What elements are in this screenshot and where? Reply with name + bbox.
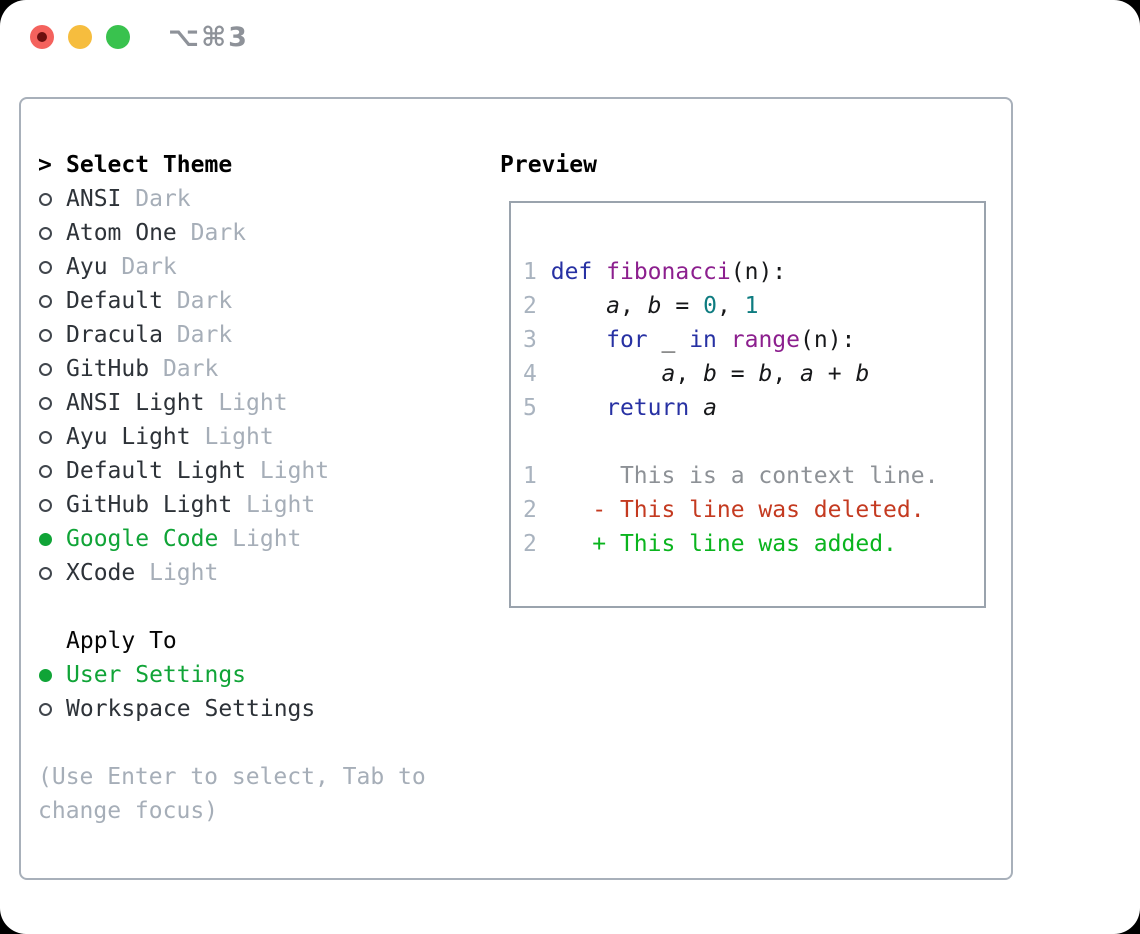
line-number: 5 xyxy=(523,395,537,421)
radio-icon xyxy=(38,226,66,240)
theme-option[interactable]: GitHub Dark xyxy=(38,352,426,386)
theme-list: ANSI Dark Atom One Dark Ayu Dark Default Da… xyxy=(38,182,426,590)
window-title: ⌥⌘3 xyxy=(168,22,249,53)
item-label: Ayu xyxy=(66,254,122,280)
apply-to-option[interactable]: User Settings xyxy=(38,658,426,692)
item-label: Dracula xyxy=(66,322,177,348)
code-preview: 1 def fibonacci (n): 2 a, b = 0, 1 3 for _ … xyxy=(523,255,984,425)
item-label: GitHub Light xyxy=(66,492,247,518)
radio-icon xyxy=(38,464,66,478)
variant-tag: Light xyxy=(149,560,219,586)
variant-tag: Dark xyxy=(176,322,233,348)
item-label: Default Light xyxy=(66,458,260,484)
line-number: 2 xyxy=(523,531,537,557)
apply-to-title: Apply To xyxy=(66,628,177,654)
select-theme-title: Select Theme xyxy=(66,152,233,178)
variant-tag: Dark xyxy=(190,220,247,246)
spacer xyxy=(38,726,426,760)
theme-option[interactable]: Ayu Light Light xyxy=(38,420,426,454)
keyboard-hint: (Use Enter to select, Tab to change focus… xyxy=(38,760,426,828)
theme-list-pane: > Select Theme ANSI Dark Atom One Dark Ayu … xyxy=(38,148,426,828)
code-line: 2 a, b = 0, 1 xyxy=(523,293,759,319)
theme-option[interactable]: Google Code Light xyxy=(38,522,426,556)
variant-tag: Light xyxy=(246,492,316,518)
item-label: GitHub xyxy=(66,356,163,382)
radio-icon xyxy=(38,192,66,206)
variant-tag: Dark xyxy=(176,288,233,314)
close-window-button[interactable] xyxy=(30,25,54,49)
item-label: User Settings xyxy=(66,662,247,688)
radio-icon xyxy=(38,294,66,308)
variant-tag: Dark xyxy=(162,356,219,382)
diff-text: This is a context line. xyxy=(536,463,939,489)
selected-radio-icon xyxy=(38,668,66,682)
item-label: ANSI xyxy=(66,186,136,212)
prompt-icon: > xyxy=(38,152,52,178)
line-number: 1 xyxy=(523,259,537,285)
item-label: Atom One xyxy=(66,220,191,246)
radio-icon xyxy=(38,498,66,512)
diff-text: + This line was added. xyxy=(536,531,897,557)
line-number: 2 xyxy=(523,497,537,523)
diff-line-context: 1 This is a context line. xyxy=(523,459,984,493)
theme-option[interactable]: Dracula Dark xyxy=(38,318,426,352)
hint-line: (Use Enter to select, Tab to xyxy=(38,764,426,790)
variant-tag: Light xyxy=(232,526,302,552)
line-number: 1 xyxy=(523,463,537,489)
variant-tag: Dark xyxy=(135,186,191,212)
diff-line-deleted: 2 - This line was deleted. xyxy=(523,493,984,527)
code-line: 3 for _ in range (n): xyxy=(523,327,856,353)
spacer xyxy=(523,425,984,459)
radio-icon xyxy=(38,328,66,342)
variant-tag: Light xyxy=(259,458,330,484)
radio-icon xyxy=(38,566,66,580)
diff-line-added: 2 + This line was added. xyxy=(523,527,984,561)
apply-to-header: Apply To xyxy=(38,624,426,658)
theme-option[interactable]: ANSI Light Light xyxy=(38,386,426,420)
theme-option[interactable]: Ayu Dark xyxy=(38,250,426,284)
item-label: Default xyxy=(66,288,177,314)
theme-picker-panel: > Select Theme ANSI Dark Atom One Dark Ayu … xyxy=(19,97,1013,880)
radio-icon xyxy=(38,362,66,376)
code-line: 4 a, b = b, a + b xyxy=(523,361,870,387)
radio-icon xyxy=(38,430,66,444)
line-number: 2 xyxy=(523,293,537,319)
item-label: Google Code xyxy=(66,526,233,552)
theme-option[interactable]: XCode Light xyxy=(38,556,426,590)
radio-icon xyxy=(38,702,66,716)
radio-icon xyxy=(38,396,66,410)
preview-title: Preview xyxy=(500,152,597,178)
code-line: 5 return a xyxy=(523,395,717,421)
selected-radio-icon xyxy=(38,532,66,546)
line-number: 4 xyxy=(523,361,537,387)
radio-icon xyxy=(38,260,66,274)
variant-tag: Light xyxy=(218,390,288,416)
hint-line: change focus) xyxy=(38,798,219,824)
variant-tag: Dark xyxy=(121,254,177,280)
minimize-window-button[interactable] xyxy=(68,25,92,49)
code-line: 1 def fibonacci (n): xyxy=(523,259,787,285)
item-label: XCode xyxy=(66,560,150,586)
item-label: Ayu Light xyxy=(66,424,205,450)
spacer xyxy=(38,590,426,624)
preview-box: 1 def fibonacci (n): 2 a, b = 0, 1 3 for _ … xyxy=(509,201,986,608)
item-label: Workspace Settings xyxy=(66,696,316,722)
item-label: ANSI Light xyxy=(66,390,219,416)
theme-option[interactable]: Default Dark xyxy=(38,284,426,318)
maximize-window-button[interactable] xyxy=(106,25,130,49)
titlebar xyxy=(30,25,130,49)
theme-option[interactable]: ANSI Dark xyxy=(38,182,426,216)
theme-option[interactable]: GitHub Light Light xyxy=(38,488,426,522)
theme-option[interactable]: Atom One Dark xyxy=(38,216,426,250)
apply-to-option[interactable]: Workspace Settings xyxy=(38,692,426,726)
theme-option[interactable]: Default Light Light xyxy=(38,454,426,488)
diff-preview: 1 This is a context line. 2 - This line w… xyxy=(523,459,984,561)
line-number: 3 xyxy=(523,327,537,353)
variant-tag: Light xyxy=(204,424,274,450)
diff-text: - This line was deleted. xyxy=(536,497,925,523)
apply-to-list: User Settings Workspace Settings xyxy=(38,658,426,726)
select-theme-header: > Select Theme xyxy=(38,148,426,182)
